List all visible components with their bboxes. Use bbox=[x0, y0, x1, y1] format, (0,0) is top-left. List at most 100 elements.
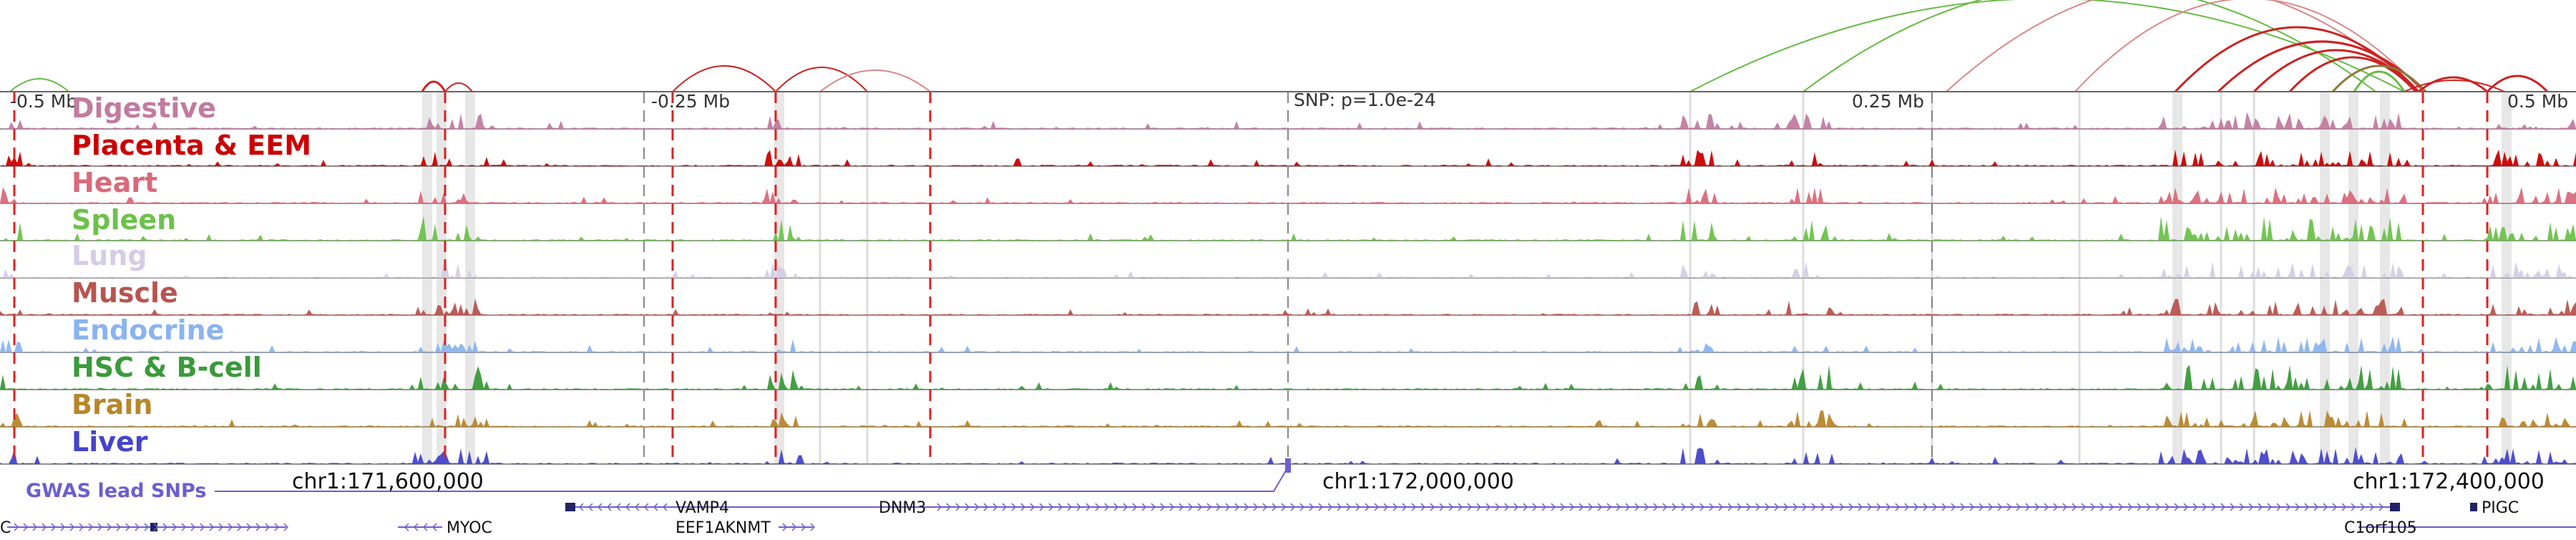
strand-chevron bbox=[1039, 503, 1045, 511]
strand-chevron bbox=[1662, 503, 1668, 511]
strand-chevron bbox=[422, 523, 428, 531]
coordinate-label-right: chr1:172,400,000 bbox=[2353, 469, 2545, 494]
strand-chevron bbox=[1709, 503, 1714, 511]
strand-chevron bbox=[1234, 503, 1240, 511]
strand-chevron bbox=[107, 523, 112, 531]
strand-chevron bbox=[116, 523, 122, 531]
gene-track: VAMP4 DNM3 PIGC C MYOC EEF1AKNMT C1orf10… bbox=[0, 499, 2576, 537]
strand-chevron bbox=[2025, 503, 2031, 511]
strand-chevron bbox=[1458, 503, 1463, 511]
track-label-brain: Brain bbox=[72, 389, 152, 420]
coordinate-label-left: chr1:171,600,000 bbox=[292, 469, 484, 494]
strand-chevron bbox=[1932, 503, 1938, 511]
strand-chevron bbox=[615, 503, 621, 511]
strand-chevron bbox=[1262, 503, 1268, 511]
signal-track-6 bbox=[0, 336, 2576, 352]
strand-chevron bbox=[2090, 503, 2096, 511]
loop-arc bbox=[2217, 40, 2427, 93]
strand-chevron bbox=[653, 503, 658, 511]
strand-chevron bbox=[2109, 503, 2114, 511]
strand-chevron bbox=[1383, 503, 1389, 511]
strand-chevron bbox=[2165, 503, 2170, 511]
strand-chevron bbox=[88, 523, 94, 531]
strand-chevron bbox=[597, 503, 602, 511]
strand-chevron bbox=[782, 523, 788, 531]
gene-label-myoc: MYOC bbox=[447, 519, 492, 537]
strand-chevron bbox=[1774, 503, 1780, 511]
strand-chevron bbox=[1913, 503, 1919, 511]
track-label-hsc-bcell: HSC & B-cell bbox=[72, 352, 262, 383]
strand-chevron bbox=[1597, 503, 1603, 511]
gwas-lead-snp bbox=[1285, 458, 1291, 473]
strand-chevron bbox=[1299, 503, 1305, 511]
strand-chevron bbox=[1616, 503, 1621, 511]
track-label-liver: Liver bbox=[72, 426, 148, 458]
strand-chevron bbox=[1337, 503, 1342, 511]
tick-label-minus-half-mb: -0.5 Mb bbox=[10, 91, 77, 112]
strand-chevron bbox=[32, 523, 38, 531]
strand-chevron bbox=[2258, 503, 2263, 511]
strand-chevron bbox=[1792, 503, 1798, 511]
strand-chevron bbox=[1532, 503, 1538, 511]
strand-chevron bbox=[404, 523, 409, 531]
strand-chevron bbox=[1216, 503, 1221, 511]
strand-chevron bbox=[1467, 503, 1473, 511]
strand-chevron bbox=[265, 523, 270, 531]
strand-chevron bbox=[1141, 503, 1147, 511]
strand-chevron bbox=[1011, 503, 1017, 511]
strand-chevron bbox=[2211, 503, 2217, 511]
strand-chevron bbox=[1169, 503, 1175, 511]
strand-chevron bbox=[125, 523, 131, 531]
strand-chevron bbox=[2146, 503, 2152, 511]
strand-chevron bbox=[1876, 503, 1882, 511]
strand-chevron bbox=[2118, 503, 2124, 511]
strand-chevron bbox=[2276, 503, 2282, 511]
strand-chevron bbox=[1476, 503, 1482, 511]
strand-chevron bbox=[1672, 503, 1677, 511]
strand-chevron bbox=[2220, 503, 2226, 511]
strand-chevron bbox=[625, 503, 630, 511]
strand-chevron bbox=[23, 523, 29, 531]
strand-chevron bbox=[2332, 503, 2338, 511]
loop-arc bbox=[2331, 64, 2427, 93]
strand-chevron bbox=[578, 503, 584, 511]
strand-chevron bbox=[1244, 503, 1249, 511]
signal-track-3 bbox=[0, 216, 2576, 241]
loop-arc bbox=[1802, 0, 2376, 92]
loop-arc bbox=[2418, 76, 2488, 93]
strand-chevron bbox=[1253, 503, 1259, 511]
strand-chevron bbox=[1830, 503, 1835, 511]
strand-chevron bbox=[2323, 503, 2328, 511]
chromatin-loop-arcs bbox=[9, 0, 2549, 93]
strand-chevron bbox=[1941, 503, 1947, 511]
strand-chevron bbox=[1076, 503, 1082, 511]
strand-chevron bbox=[1997, 503, 2003, 511]
loop-arc bbox=[775, 67, 868, 92]
strand-chevron bbox=[209, 523, 215, 531]
tick-label-minus-quarter-mb: -0.25 Mb bbox=[651, 91, 730, 112]
strand-chevron bbox=[992, 503, 998, 511]
strand-chevron bbox=[1969, 503, 1975, 511]
coordinates: chr1:171,600,000 chr1:172,000,000 chr1:1… bbox=[292, 469, 2545, 494]
strand-chevron bbox=[283, 523, 289, 531]
gene-label-dnm3: DNM3 bbox=[879, 499, 926, 517]
strand-chevron bbox=[42, 523, 47, 531]
strand-chevron bbox=[1402, 503, 1407, 511]
strand-chevron bbox=[1067, 503, 1073, 511]
strand-chevron bbox=[2379, 503, 2384, 511]
strand-chevron bbox=[2369, 503, 2375, 511]
strand-chevron bbox=[662, 503, 668, 511]
gene-exon bbox=[150, 523, 157, 531]
strand-chevron bbox=[1541, 503, 1547, 511]
strand-chevron bbox=[153, 523, 159, 531]
strand-chevron bbox=[1206, 503, 1212, 511]
strand-chevron bbox=[1188, 503, 1194, 511]
strand-chevron bbox=[1104, 503, 1110, 511]
strand-chevron bbox=[1755, 503, 1761, 511]
strand-chevron bbox=[1048, 503, 1054, 511]
strand-chevron bbox=[1179, 503, 1184, 511]
track-labels: Digestive Placenta & EEM Heart Spleen Lu… bbox=[72, 92, 311, 458]
gwas-label: GWAS lead SNPs bbox=[26, 480, 206, 502]
track-label-lung: Lung bbox=[72, 240, 147, 271]
